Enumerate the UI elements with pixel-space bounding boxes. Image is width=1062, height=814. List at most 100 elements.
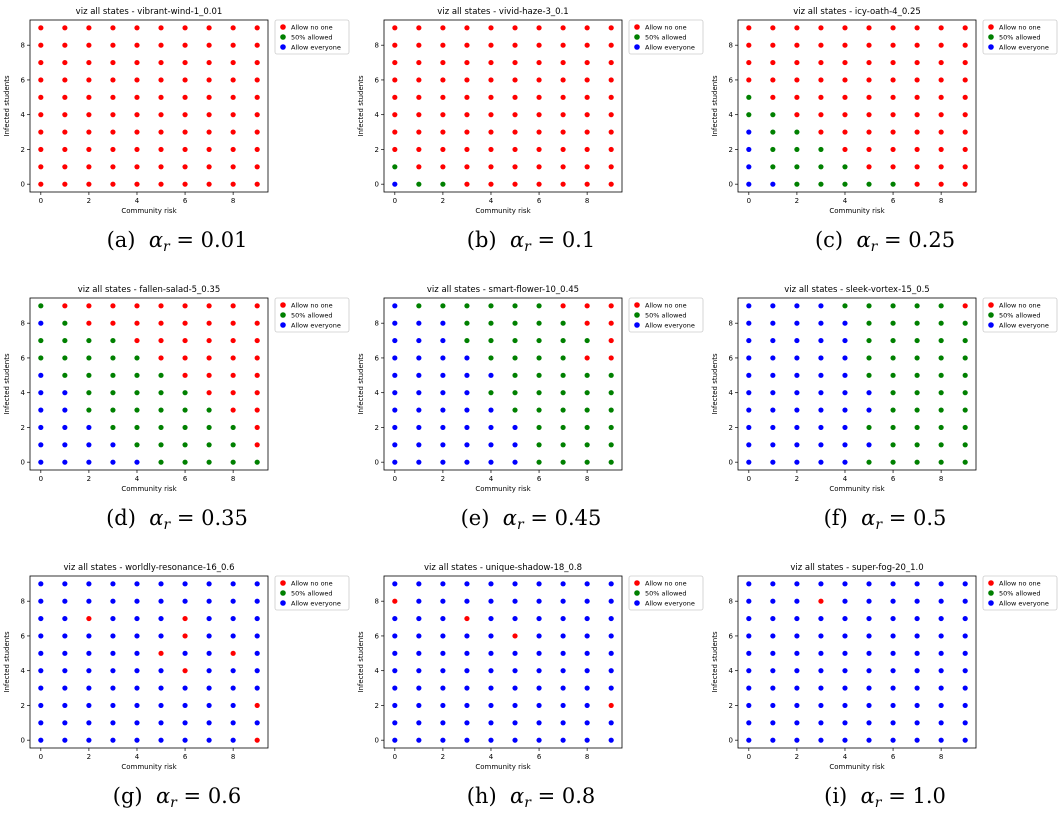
data-point	[392, 164, 398, 170]
x-tick-label: 4	[489, 197, 494, 205]
data-point	[746, 129, 752, 135]
data-point	[890, 129, 896, 135]
data-point	[794, 581, 800, 587]
data-point	[914, 129, 920, 135]
data-point	[488, 407, 494, 413]
data-point	[938, 146, 944, 153]
data-point	[182, 94, 188, 100]
legend-marker	[988, 34, 994, 40]
data-point	[62, 598, 68, 604]
data-point	[914, 303, 920, 309]
data-point	[914, 42, 920, 48]
data-point	[38, 355, 44, 361]
chart-title: viz all states - unique-shadow-18_0.8	[424, 563, 582, 573]
data-point	[182, 164, 188, 170]
data-point	[230, 685, 236, 691]
data-point	[512, 320, 518, 326]
data-point	[464, 372, 470, 378]
data-point	[392, 94, 398, 100]
data-point	[110, 320, 116, 326]
data-point	[134, 720, 140, 726]
axes-frame	[383, 19, 623, 193]
data-point	[560, 668, 566, 674]
axes-frame	[29, 19, 269, 193]
data-point	[158, 668, 164, 674]
data-point	[182, 372, 188, 378]
subfigure-caption: (a) αr = 0.01	[0, 228, 354, 255]
data-point	[254, 459, 260, 465]
axes-frame	[29, 297, 269, 471]
x-tick-label: 8	[939, 475, 943, 483]
x-axis-label: Community risk	[829, 485, 885, 493]
data-point	[770, 164, 776, 170]
data-point	[584, 598, 590, 604]
x-tick-label: 2	[87, 753, 91, 761]
data-point	[440, 181, 446, 187]
scatter-panel-3: viz all states - icy-oath-4_0.25 0 2 4 6 8 0 2 4…	[711, 7, 1058, 215]
data-point	[794, 424, 800, 431]
legend-label: Allow everyone	[291, 44, 341, 52]
data-point	[158, 390, 164, 396]
data-point	[512, 112, 518, 118]
data-point	[254, 164, 260, 170]
data-point	[254, 424, 260, 431]
scatter-panel-5: viz all states - smart-flower-10_0.45 0 2 4…	[357, 285, 704, 493]
x-tick-label: 6	[183, 475, 188, 483]
data-point	[110, 407, 116, 413]
data-point	[134, 94, 140, 100]
data-point	[464, 685, 470, 691]
data-point	[938, 59, 944, 66]
data-point	[842, 129, 848, 135]
data-point	[866, 737, 872, 743]
data-point	[182, 25, 188, 31]
data-point	[440, 668, 446, 674]
data-point	[536, 442, 542, 448]
data-point	[62, 407, 68, 413]
data-point	[182, 668, 188, 674]
data-point	[818, 598, 824, 604]
data-point	[914, 598, 920, 604]
data-point	[134, 581, 140, 587]
y-tick-label: 0	[729, 737, 733, 745]
data-point	[818, 650, 824, 656]
data-point	[890, 355, 896, 361]
data-point	[512, 407, 518, 413]
data-point	[158, 737, 164, 743]
data-point	[206, 598, 212, 604]
x-tick-label: 4	[489, 475, 494, 483]
data-point	[866, 390, 872, 396]
legend-marker	[634, 590, 640, 596]
data-point	[746, 581, 752, 587]
data-point	[818, 685, 824, 691]
y-tick-label: 8	[375, 598, 379, 606]
data-point	[584, 650, 590, 656]
data-point	[842, 112, 848, 118]
data-point	[536, 598, 542, 604]
data-point	[230, 112, 236, 118]
data-point	[770, 442, 776, 448]
data-point	[818, 94, 824, 100]
data-point	[890, 737, 896, 743]
data-point	[962, 702, 968, 709]
legend-label: Allow no one	[999, 24, 1041, 32]
data-point	[746, 320, 752, 326]
x-tick-label: 2	[441, 475, 445, 483]
data-point	[62, 94, 68, 100]
data-point	[440, 42, 446, 48]
data-point	[254, 685, 260, 691]
data-point	[230, 146, 236, 153]
legend-marker	[988, 580, 994, 586]
data-point	[488, 615, 494, 622]
data-point	[392, 372, 398, 378]
data-point	[206, 459, 212, 465]
data-point	[86, 650, 92, 656]
data-point	[62, 459, 68, 465]
data-point	[134, 442, 140, 448]
data-point	[86, 581, 92, 587]
legend-label: Allow everyone	[645, 322, 695, 330]
data-point	[416, 129, 422, 135]
data-point	[962, 650, 968, 656]
data-point	[488, 181, 494, 187]
data-point	[416, 668, 422, 674]
data-point	[536, 94, 542, 100]
